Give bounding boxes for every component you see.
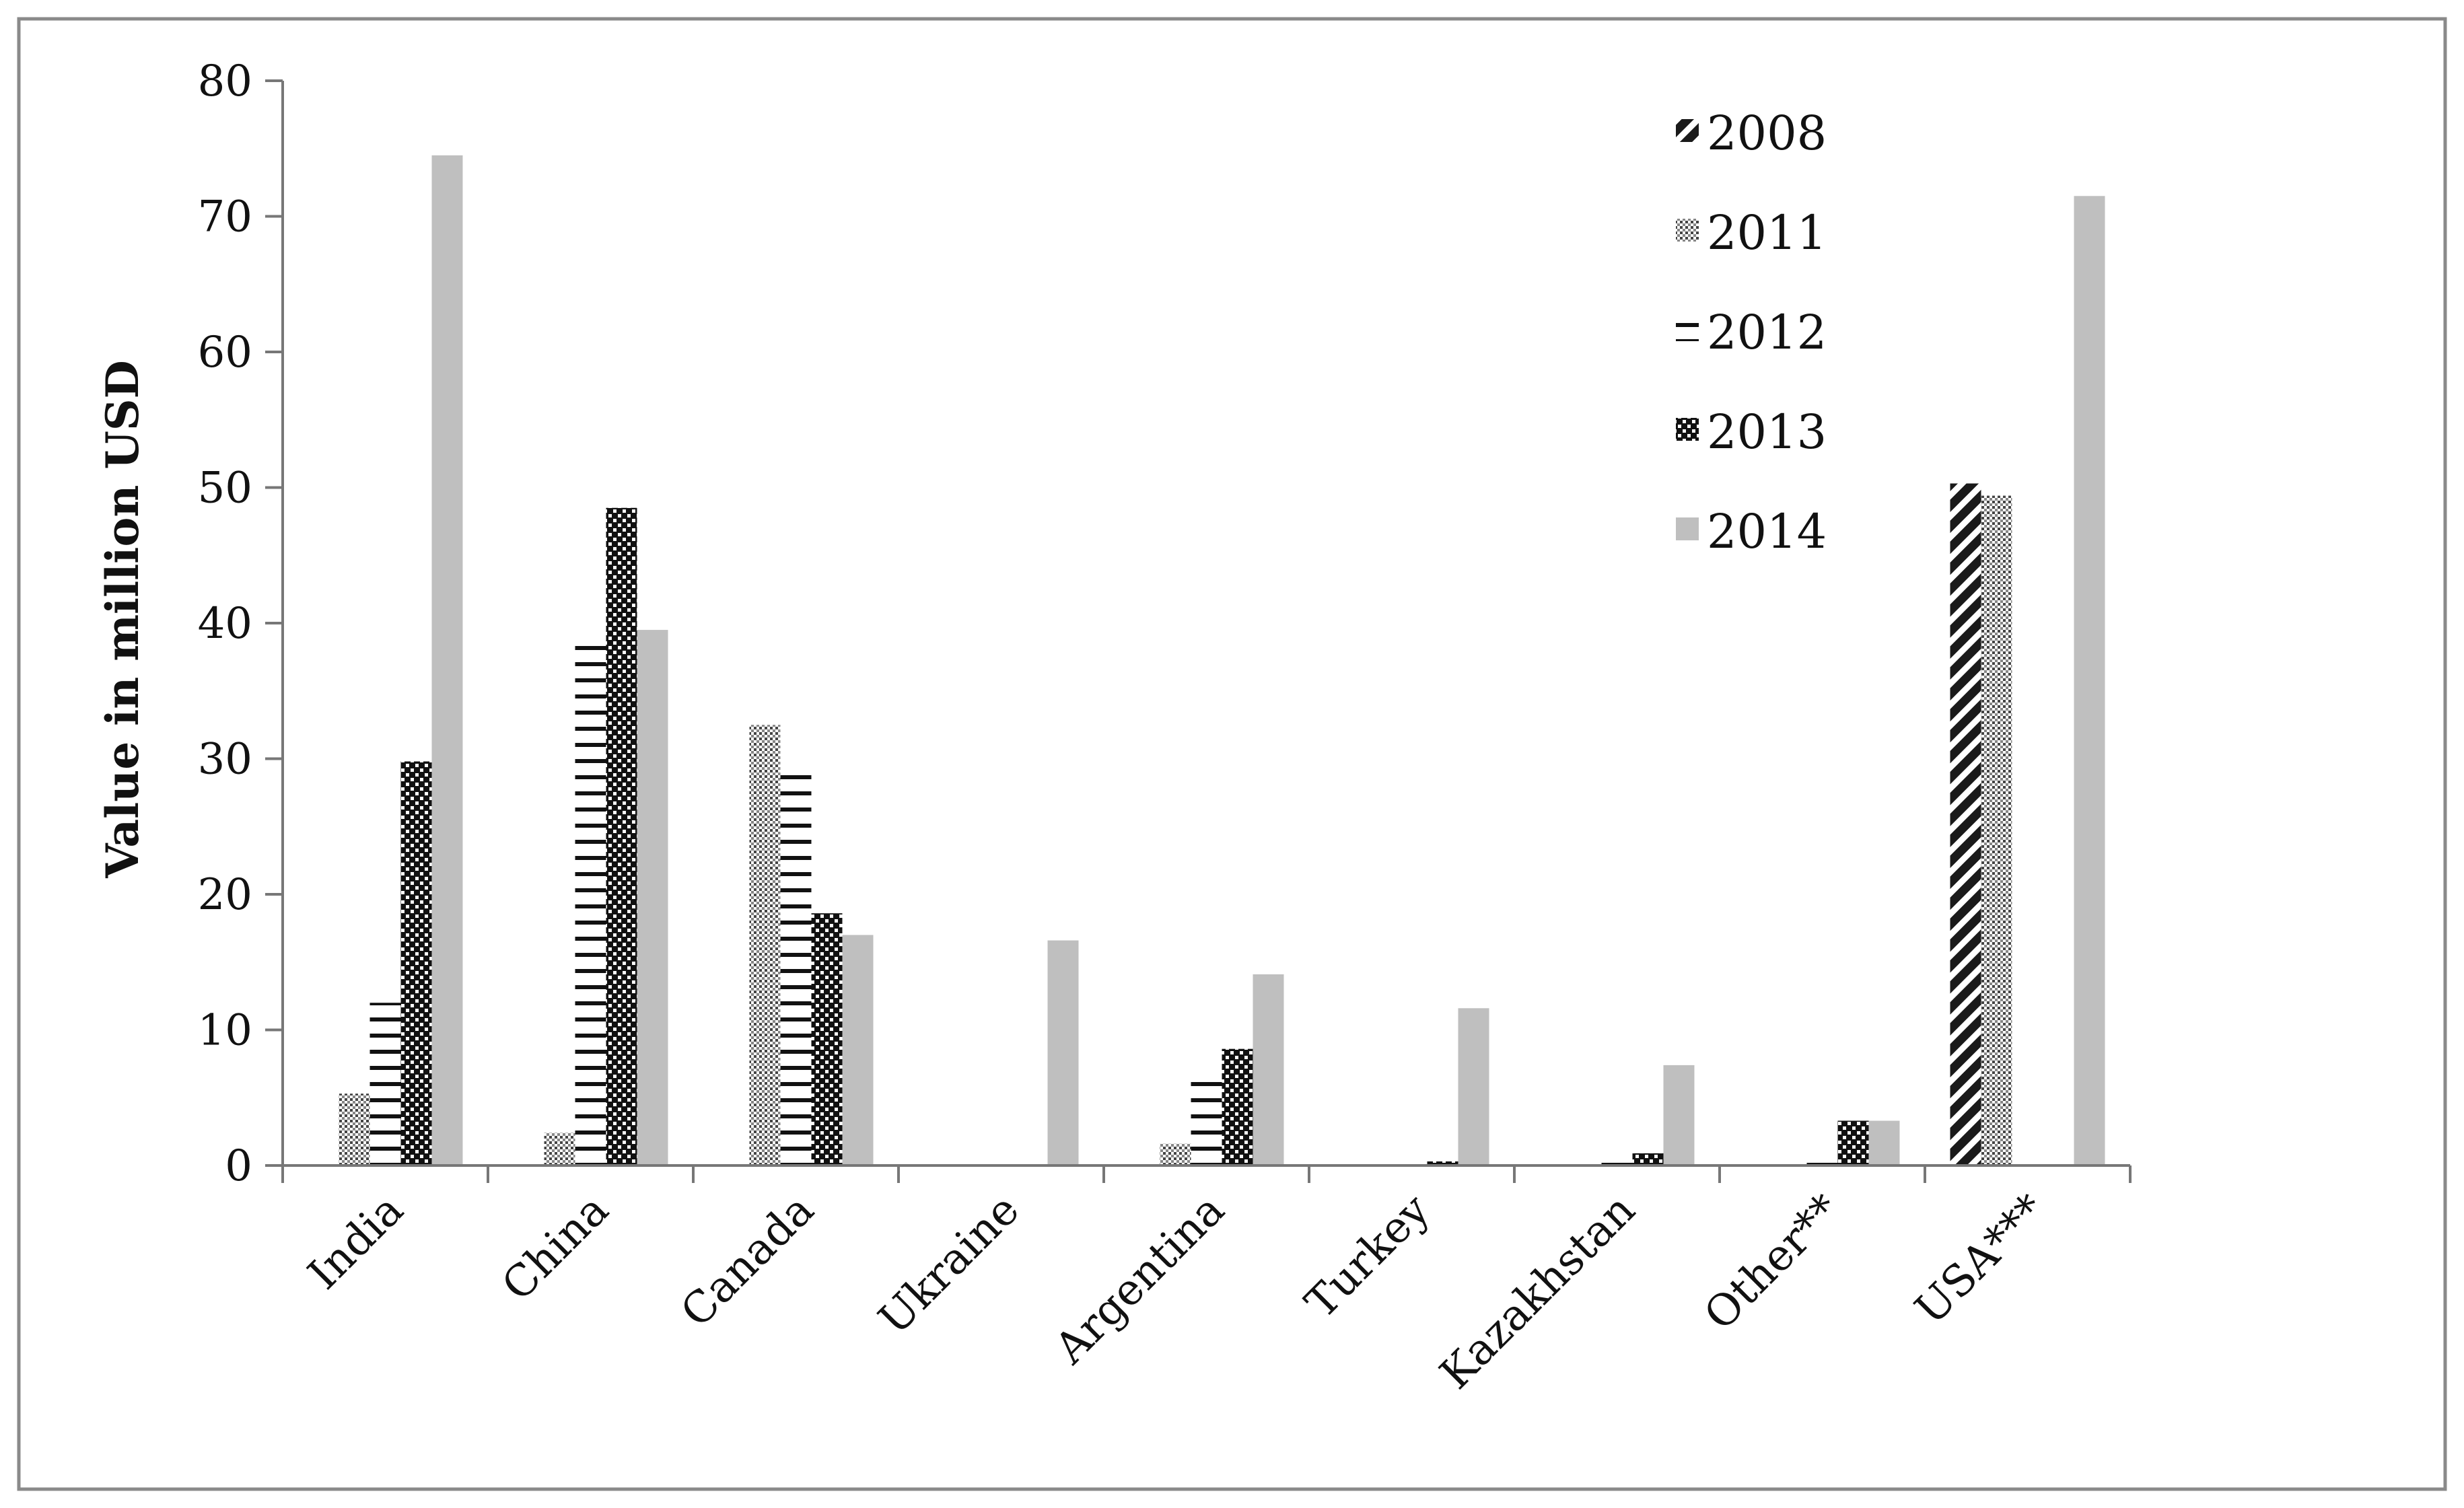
legend-swatch-2014: [1676, 517, 1699, 540]
bar-argentina-2014: [1253, 974, 1284, 1165]
y-axis-title: Value in million USD: [96, 360, 149, 879]
y-tick-label: 10: [198, 1006, 252, 1056]
bar-usa-2011: [1981, 495, 2012, 1165]
bar-canada-2011: [749, 725, 781, 1165]
legend: 2008 2011 2012 2013 2014: [1676, 106, 1827, 559]
y-tick-label: 80: [198, 57, 252, 106]
legend-label-2011: 2011: [1707, 205, 1827, 260]
y-tick-label: 30: [198, 735, 252, 785]
bar-china-2013: [606, 507, 637, 1165]
bar-canada-2013: [811, 913, 843, 1165]
y-tick-label: 50: [198, 464, 252, 513]
bar-china-2012: [575, 637, 606, 1165]
y-tick-label: 70: [198, 192, 252, 242]
bar-china-2011: [544, 1133, 575, 1165]
bar-other-2012: [1806, 1157, 1838, 1165]
bar-india-2011: [339, 1093, 370, 1165]
legend-label-2013: 2013: [1707, 404, 1827, 460]
bar-argentina-2012: [1191, 1070, 1222, 1165]
legend-swatch-2011: [1676, 219, 1699, 242]
legend-label-2012: 2012: [1707, 305, 1827, 360]
bar-kazakhstan-2012: [1601, 1159, 1633, 1165]
y-tick-label: 20: [198, 870, 252, 920]
bar-usa-2008: [1950, 483, 1981, 1165]
bar-turkey-2013: [1427, 1161, 1458, 1165]
bar-india-2014: [431, 155, 463, 1166]
legend-swatch-2012: [1676, 318, 1699, 341]
axes: [281, 81, 2132, 1183]
bar-other-2013: [1837, 1120, 1869, 1165]
bar-turkey-2014: [1458, 1008, 1489, 1165]
y-axis-ticks: 0 10 20 30 40 50 60 70 80: [198, 57, 283, 1191]
bar-india-2013: [400, 761, 432, 1165]
legend-label-2014: 2014: [1707, 504, 1827, 559]
bar-argentina-2013: [1222, 1048, 1253, 1165]
y-tick-label: 40: [198, 599, 252, 649]
bar-china-2014: [637, 630, 668, 1165]
bar-canada-2014: [842, 935, 874, 1165]
bar-canada-2012: [780, 769, 812, 1165]
y-tick-label: 0: [225, 1141, 252, 1191]
bar-india-2012: [369, 1003, 401, 1165]
legend-swatch-2013: [1676, 418, 1699, 441]
legend-label-2008: 2008: [1707, 106, 1827, 161]
bar-kazakhstan-2014: [1663, 1065, 1695, 1165]
legend-swatch-2008: [1676, 119, 1699, 142]
bars: [339, 155, 2105, 1166]
chart-frame: [17, 17, 2447, 1491]
y-tick-label: 60: [198, 328, 252, 378]
bar-argentina-2011: [1160, 1143, 1191, 1165]
bar-other-2014: [1868, 1120, 1900, 1165]
bar-usa-2014: [2074, 196, 2105, 1165]
bar-ukraine-2014: [1047, 940, 1079, 1165]
bar-kazakhstan-2013: [1632, 1153, 1664, 1165]
